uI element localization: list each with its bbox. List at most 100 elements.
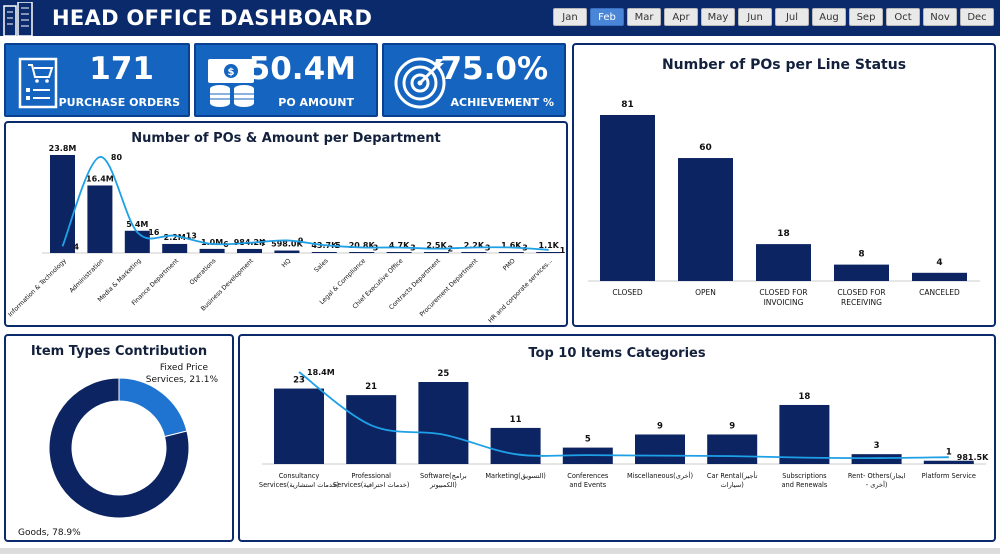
data-label: 23 [293,376,305,386]
bar [834,264,889,281]
data-label: 5.4M [126,220,148,229]
data-label: 11 [510,415,522,425]
data-label: 18 [798,392,810,402]
month-button-nov[interactable]: Nov [923,8,957,26]
tick-label: سيارات) [721,481,744,489]
tick-label: INVOICING [764,298,804,307]
month-button-may[interactable]: May [701,8,735,26]
item-types-donut-chart: Fixed Price Services, 21.1% Goods, 78.9% [18,363,219,538]
data-label: 9 [657,421,663,431]
chart-title: Top 10 Items Categories [528,346,706,361]
bar [87,185,113,253]
tick-label: HQ [281,257,293,269]
month-button-feb[interactable]: Feb [590,8,624,26]
tick-label: and Renewals [782,481,828,489]
month-button-oct[interactable]: Oct [886,8,920,26]
data-label: 20.8K [349,241,376,250]
tick-label: Services(خدمات استشارية) [259,481,339,489]
tick-label: Consultancy [279,472,320,480]
tick-label: CANCELED [919,288,960,297]
data-label: 4 [936,258,942,268]
bar [237,248,262,253]
tick-label: - أخرى) [866,480,888,489]
bar [600,115,655,281]
kpi-po-amount: $ 50.4M PO AMOUNT [194,43,378,117]
month-button-jul[interactable]: Jul [775,8,809,26]
data-label: 3 [874,441,880,451]
tick-label: الكمبيوتر) [429,481,457,489]
bar [851,454,902,464]
target-icon [394,57,446,109]
kpi-value: 171 [89,51,154,87]
bar [274,250,300,253]
count-label: 80 [111,153,123,162]
tick-label: Software(برامج [420,472,467,480]
tick-label: OPEN [695,288,716,297]
amount-label: 18.4M [307,368,335,377]
month-button-apr[interactable]: Apr [664,8,698,26]
bar [635,434,685,464]
tick-label: PMO [502,257,517,272]
kpi-purchase-orders: 171 PURCHASE ORDERS [4,43,190,117]
bar [912,272,967,281]
count-label: 4 [74,242,80,251]
bar [923,460,974,464]
data-label: 8 [858,250,864,260]
month-button-sep[interactable]: Sep [849,8,883,26]
item-types-panel: Item Types Contribution Fixed Price Servi… [4,334,234,542]
tick-label: Services(خدمات احترافية) [333,481,409,489]
slice-label: Services, 21.1% [146,375,219,385]
bar [311,252,337,253]
tick-label: and Events [569,481,606,489]
tick-label: Professional [351,472,391,480]
chart-title: Item Types Contribution [30,344,208,359]
bar [490,427,541,464]
data-label: 2.2M [164,233,186,242]
cart-icon [18,57,58,109]
bar [199,248,225,253]
month-button-dec[interactable]: Dec [960,8,994,26]
building-logo-icon [3,2,33,36]
data-label: 1 [946,448,952,458]
month-button-aug[interactable]: Aug [812,8,846,26]
slice-label: Fixed Price [160,363,209,373]
tick-label: Information & Technology [7,257,68,318]
bar [162,243,188,253]
month-button-jun[interactable]: Jun [738,8,772,26]
tick-label: Miscellaneous(أخرى) [627,471,693,480]
data-label: 4.7K [389,241,410,250]
month-button-jan[interactable]: Jan [553,8,587,26]
bar [124,230,150,253]
tick-label: Car Rental(تأجير [707,471,758,480]
data-label: 598.0K [271,240,303,249]
tick-label: CLOSED FOR [837,288,885,297]
data-label: 1.0M [201,238,223,247]
bar [498,252,524,253]
kpi-label: ACHIEVEMENT % [450,96,554,109]
data-label: 1.6K [501,241,522,250]
data-label: 2.2K [464,241,485,250]
data-label: 23.8M [49,144,77,153]
kpi-value: 75.0% [440,51,548,87]
data-label: 16.4M [86,174,114,183]
kpi-value: 50.4M [248,51,356,87]
series-line [61,156,549,251]
chart-title: Number of POs per Line Status [661,57,907,73]
data-label: 18 [777,229,790,239]
tick-label: Subscriptions [782,472,827,480]
data-label: 2.5K [426,241,447,250]
tick-label: CLOSED [612,288,643,297]
chart-title: Number of POs & Amount per Department [131,131,441,146]
bar [386,252,412,253]
count-label: 16 [148,228,160,237]
department-chart: 23.8M 4 Information & Technology 16.4M 80 Adm… [7,144,566,324]
kpi-label: PURCHASE ORDERS [58,96,180,109]
bar [707,434,758,464]
month-button-mar[interactable]: Mar [627,8,661,26]
tick-label: Sales [313,257,330,274]
page-title: HEAD OFFICE DASHBOARD [52,6,373,30]
svg-text:$: $ [228,67,235,78]
tick-label: CLOSED FOR [759,288,807,297]
data-label: 25 [437,369,449,379]
bar [461,252,487,253]
